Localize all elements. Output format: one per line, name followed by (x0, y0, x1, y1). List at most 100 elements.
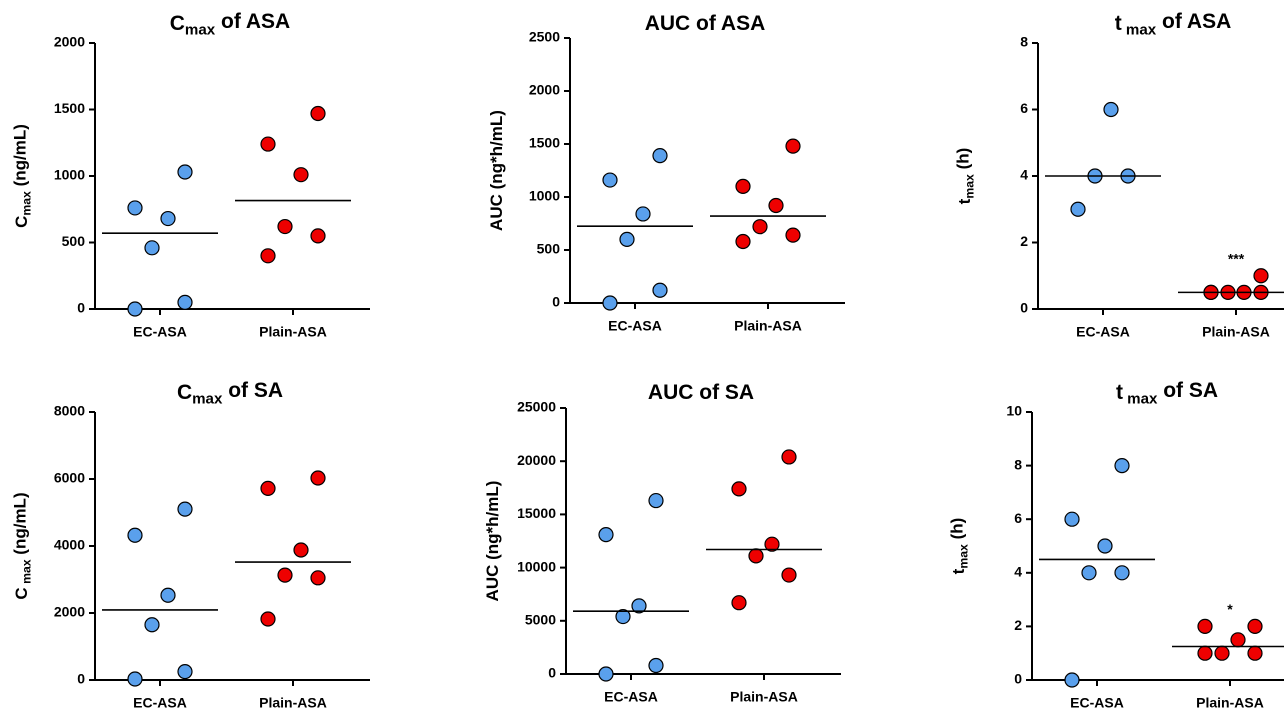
y-tick-label: 2 (1020, 233, 1028, 249)
data-point (598, 666, 614, 682)
x-tick-label: Plain-ASA (734, 318, 802, 334)
y-tick-label: 0 (77, 300, 85, 316)
data-point (1114, 565, 1130, 581)
text-part: max (957, 544, 971, 569)
y-tick-label: 4 (1014, 564, 1022, 580)
data-point (177, 164, 193, 180)
data-point (293, 542, 309, 558)
x-tick-label: Plain-ASA (259, 324, 327, 340)
data-point (615, 608, 631, 625)
text-part: t (1116, 381, 1123, 404)
data-point (1253, 268, 1269, 284)
data-point (648, 492, 664, 509)
y-tick-label: 6 (1020, 100, 1028, 116)
data-point (177, 501, 193, 517)
y-tick-label: 4000 (54, 537, 85, 553)
x-tick-label: Plain-ASA (1202, 324, 1270, 340)
y-tick-label: 1500 (529, 135, 560, 151)
x-tick-label: EC-ASA (1070, 695, 1124, 710)
significance: * (1227, 601, 1233, 617)
text-part: max (185, 22, 216, 39)
text-part: C (12, 216, 31, 228)
text-part: (ng/mL) (11, 492, 30, 559)
data-point (1081, 565, 1097, 581)
data-point (1064, 672, 1080, 688)
data-point (1103, 101, 1119, 118)
data-point (1214, 645, 1230, 661)
data-point (781, 449, 797, 465)
data-point (602, 172, 618, 188)
y-tick-label: 2000 (529, 82, 560, 98)
x-tick-label: Plain-ASA (1196, 695, 1264, 710)
text-part: C (12, 587, 31, 599)
data-point (310, 105, 326, 122)
y-axis-label: tmax (h) (954, 148, 977, 205)
text-part: t (955, 198, 974, 204)
y-tick-label: 8000 (54, 403, 85, 419)
data-point (635, 206, 651, 222)
y-tick-label: 500 (537, 241, 561, 257)
y-tick-label: 8 (1014, 456, 1022, 472)
data-point (731, 595, 747, 611)
y-axis-label: AUC (ng*h/mL) (483, 481, 502, 602)
y-tick-label: 2500 (529, 29, 560, 45)
data-point (748, 548, 764, 564)
y-tick-label: 500 (62, 233, 86, 249)
data-point (1064, 511, 1080, 527)
y-tick-label: 25000 (517, 399, 556, 415)
panel-title: Cmax of ASA (170, 10, 290, 38)
y-tick-label: 1500 (54, 100, 85, 116)
y-tick-label: 10000 (517, 558, 556, 574)
data-point (735, 178, 751, 194)
y-tick-label: 0 (1014, 671, 1022, 687)
y-tick-label: 2000 (54, 34, 85, 50)
data-point (144, 240, 160, 256)
y-tick-label: 20000 (517, 452, 556, 468)
data-point (260, 611, 276, 627)
y-axis-label: tmax (h) (948, 518, 971, 575)
data-point (1114, 458, 1130, 474)
x-tick-label: EC-ASA (133, 324, 187, 340)
x-tick-label: EC-ASA (604, 689, 658, 705)
y-tick-label: 0 (1020, 300, 1028, 316)
panel: AUC of ASA AUC (ng*h/mL) 0 500 1000 1500 2000 2… (487, 12, 845, 334)
data-point (598, 527, 614, 543)
data-point (731, 481, 747, 497)
text-part: max (1123, 391, 1158, 408)
panel: AUC of SA AUC (ng*h/mL) 0 5000 10000 15000 200… (483, 381, 841, 705)
text-part: (h) (948, 518, 967, 544)
data-point (1197, 645, 1213, 661)
y-tick-label: 1000 (54, 167, 85, 183)
panel-title: AUC of ASA (645, 12, 766, 35)
data-point (277, 567, 293, 583)
data-point (1070, 201, 1086, 217)
data-point (631, 598, 647, 614)
text-part: of ASA (1156, 10, 1231, 33)
data-point (293, 167, 309, 183)
data-point (752, 219, 768, 235)
text-part: max (20, 191, 34, 216)
text-part: max (1122, 22, 1157, 39)
data-point (648, 657, 664, 674)
data-point (1230, 632, 1246, 648)
data-point (127, 200, 143, 216)
text-part: max (20, 559, 34, 587)
x-tick-label: Plain-ASA (730, 689, 798, 705)
text-part: of SA (1157, 379, 1218, 402)
text-part: of ASA (215, 10, 290, 33)
data-point (177, 294, 193, 310)
panel-title: AUC of SA (648, 381, 754, 404)
data-point (781, 567, 797, 583)
panel-title: Cmax of SA (177, 379, 283, 407)
y-tick-label: 1000 (529, 188, 560, 204)
y-tick-label: 5000 (525, 612, 556, 628)
data-point (1097, 538, 1113, 554)
x-tick-label: EC-ASA (608, 318, 662, 334)
data-point (619, 231, 635, 247)
data-point (1247, 618, 1263, 635)
panel-title: t max of SA (1116, 379, 1218, 407)
y-tick-label: 0 (77, 671, 85, 687)
